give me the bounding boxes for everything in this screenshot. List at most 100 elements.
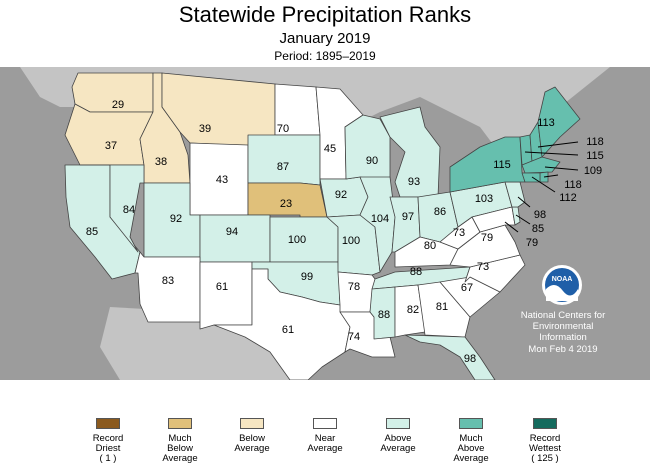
rank-label-OR: 37 xyxy=(105,140,117,152)
rank-label-UT: 92 xyxy=(170,213,182,225)
state-GA xyxy=(417,281,471,338)
rank-label-AR: 78 xyxy=(348,281,360,293)
legend-label: Much Below Average xyxy=(162,433,198,464)
state-AL xyxy=(394,284,426,338)
rank-label-IN: 97 xyxy=(402,211,414,223)
legend-label: Record Driest ( 1 ) xyxy=(92,433,124,464)
rank-label-TN: 88 xyxy=(410,266,422,278)
noaa-attribution: NOAA National Centers for Environmental … xyxy=(521,265,605,355)
noaa-logo-text: NOAA xyxy=(552,276,573,283)
legend-item-much-below: Much Below Average xyxy=(135,418,225,464)
legend-item-below: Below Average xyxy=(207,418,297,454)
rank-label-MD: 79 xyxy=(526,237,538,249)
legend-swatch xyxy=(168,418,192,429)
rank-label-WV: 73 xyxy=(453,227,465,239)
leader-line-MA xyxy=(544,166,579,171)
rank-label-NM: 61 xyxy=(216,281,228,293)
rank-label-MT: 39 xyxy=(199,123,211,135)
rank-label-NJ: 98 xyxy=(534,209,546,221)
legend-swatch xyxy=(533,418,557,429)
rank-label-GA: 81 xyxy=(436,301,448,313)
rank-label-WI: 90 xyxy=(366,155,378,167)
noaa-line-1: National Centers for xyxy=(521,310,605,321)
legend-item-above: Above Average xyxy=(353,418,443,454)
legend-label: Near Average xyxy=(307,433,343,454)
legend-swatch xyxy=(240,418,264,429)
rank-label-SC: 67 xyxy=(461,282,473,294)
rank-label-IA: 92 xyxy=(335,189,347,201)
rank-label-WY: 43 xyxy=(216,174,228,186)
rank-label-SD: 87 xyxy=(277,161,289,173)
rank-label-MA: 109 xyxy=(584,165,602,177)
rank-label-LA: 74 xyxy=(348,331,360,343)
state-CO xyxy=(199,214,271,263)
rank-label-TX: 61 xyxy=(282,324,294,336)
leader-line-DE xyxy=(515,214,531,225)
leader-lines xyxy=(504,141,579,233)
legend-item-record-driest: Record Driest ( 1 ) xyxy=(63,418,153,464)
rank-label-FL: 98 xyxy=(464,353,476,365)
mexico-landmass xyxy=(100,307,300,380)
legend-label: Below Average xyxy=(234,433,270,454)
legend-swatch xyxy=(386,418,410,429)
rank-label-NY: 115 xyxy=(493,159,511,171)
state-WI xyxy=(344,114,391,183)
rank-label-MS: 88 xyxy=(378,309,390,321)
rank-label-CO: 94 xyxy=(226,226,238,238)
rank-label-RI: 118 xyxy=(564,179,582,191)
leader-line-RI xyxy=(543,174,559,178)
state-NM xyxy=(199,261,253,330)
rank-label-PA: 103 xyxy=(475,193,493,205)
legend-swatch xyxy=(459,418,483,429)
rank-label-OH: 86 xyxy=(434,206,446,218)
legend-item-much-above: Much Above Average xyxy=(426,418,516,464)
state-AZ xyxy=(134,251,201,323)
noaa-line-2: Environmental xyxy=(533,321,594,332)
state-IL xyxy=(359,176,396,273)
rank-label-NE: 23 xyxy=(280,198,292,210)
state-OR xyxy=(64,103,154,166)
legend-swatch xyxy=(313,418,337,429)
noaa-line-3: Information xyxy=(539,332,587,343)
rank-label-MN: 45 xyxy=(324,143,336,155)
state-MA xyxy=(521,156,561,174)
rank-label-IL: 104 xyxy=(371,213,389,225)
rank-label-ND: 70 xyxy=(277,123,289,135)
us-map: 29 39 70 45 37 38 87 43 23 90 93 92 85 8… xyxy=(20,67,610,380)
legend: Record Driest ( 1 ) Much Below Average B… xyxy=(0,418,650,475)
leader-line-NJ xyxy=(517,196,531,208)
leader-line-VT xyxy=(524,151,579,156)
rank-label-MO: 100 xyxy=(342,235,360,247)
rank-label-DE: 85 xyxy=(532,223,544,235)
noaa-bird-icon xyxy=(546,284,578,301)
rank-label-NC: 73 xyxy=(477,261,489,273)
rank-label-KS: 100 xyxy=(288,234,306,246)
rank-label-VT: 115 xyxy=(586,150,604,162)
state-NV xyxy=(79,164,145,253)
legend-item-record-wettest: Record Wettest ( 125 ) xyxy=(500,418,590,464)
rank-label-WA: 29 xyxy=(112,99,124,111)
rank-label-VA: 79 xyxy=(481,232,493,244)
state-FL xyxy=(404,334,496,380)
rank-label-CT: 112 xyxy=(559,192,577,204)
rank-label-AZ: 83 xyxy=(162,275,174,287)
noaa-date: Mon Feb 4 2019 xyxy=(528,344,597,355)
rank-label-OK: 99 xyxy=(301,271,313,283)
legend-item-near: Near Average xyxy=(280,418,370,454)
map-title: Statewide Precipitation Ranks xyxy=(178,2,472,27)
map-panel: 29 39 70 45 37 38 87 43 23 90 93 92 85 8… xyxy=(0,67,650,380)
rank-label-NV: 84 xyxy=(123,204,135,216)
state-NY xyxy=(449,136,526,193)
map-header: Statewide Precipitation Ranks January 20… xyxy=(0,0,650,66)
rank-label-KY: 80 xyxy=(424,240,436,252)
rank-label-CA: 85 xyxy=(86,226,98,238)
legend-swatch xyxy=(96,418,120,429)
legend-label: Record Wettest ( 125 ) xyxy=(528,433,562,464)
rank-label-MI: 93 xyxy=(408,176,420,188)
legend-label: Above Average xyxy=(380,433,416,454)
leader-line-MD xyxy=(504,221,519,233)
state-MD xyxy=(471,206,516,233)
map-subtitle: January 2019 xyxy=(279,30,371,47)
period-label: Period: 1895–2019 xyxy=(274,49,376,63)
rank-label-AL: 82 xyxy=(407,304,419,316)
